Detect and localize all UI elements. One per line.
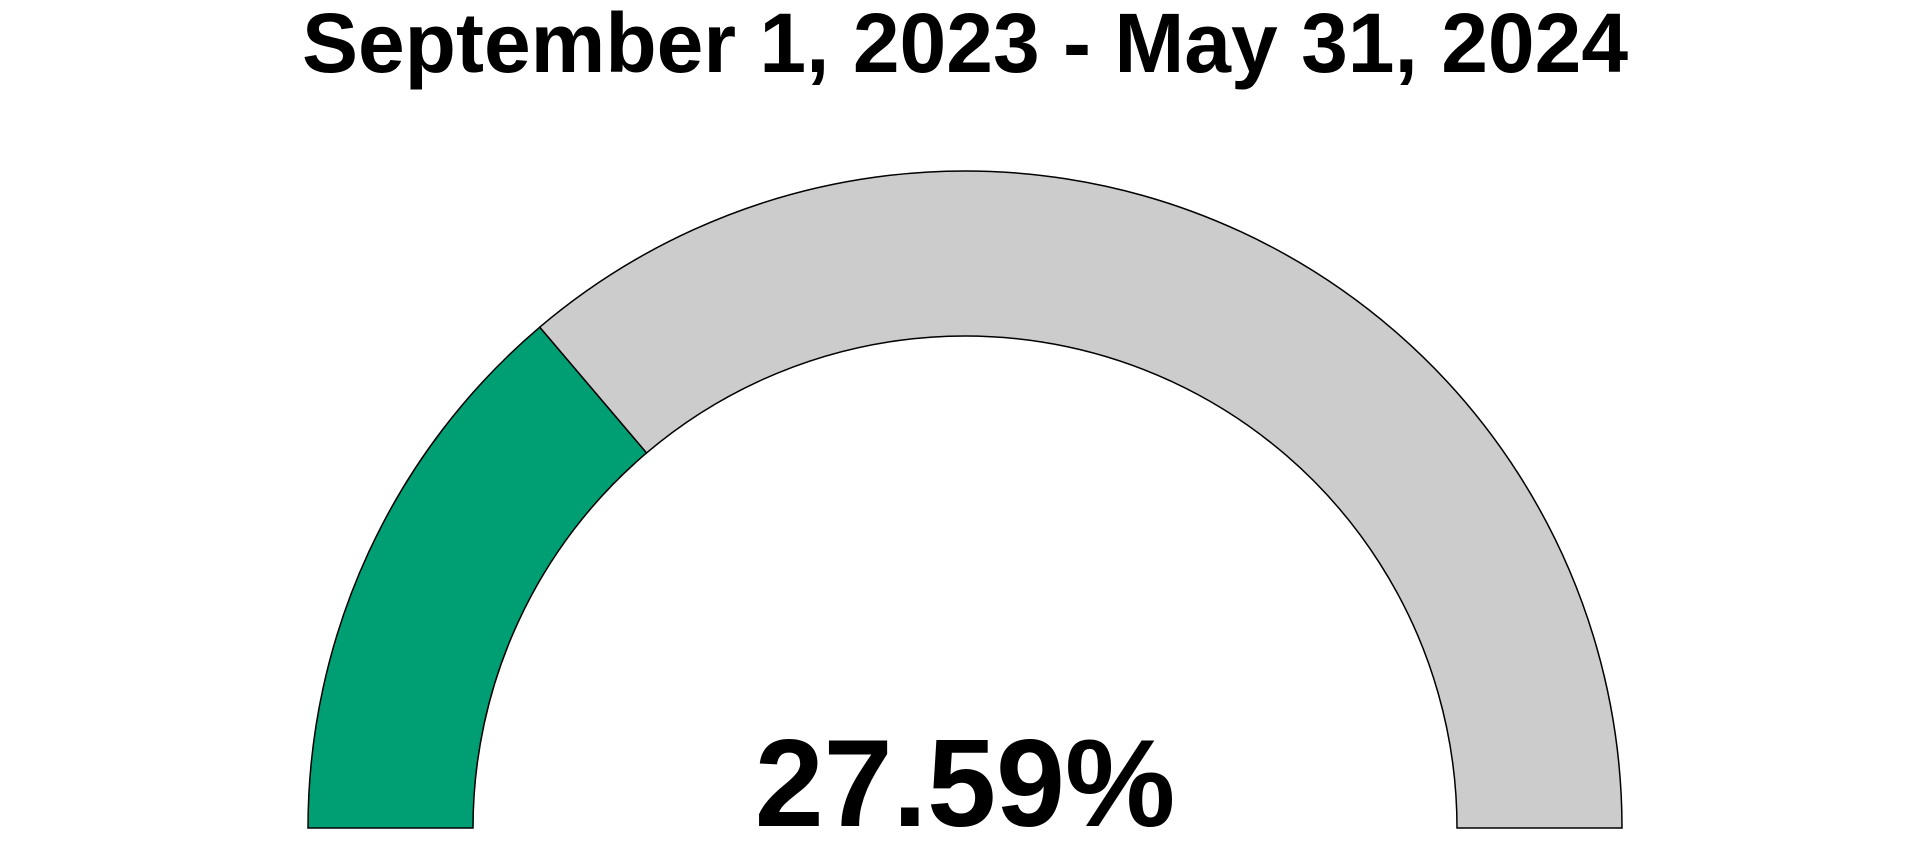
gauge-remaining-arc bbox=[538, 170, 1623, 829]
gauge-filled-arc bbox=[307, 326, 648, 829]
gauge-value-label: 27.59% bbox=[755, 715, 1176, 853]
chart-title: September 1, 2023 - May 31, 2024 bbox=[302, 0, 1628, 90]
